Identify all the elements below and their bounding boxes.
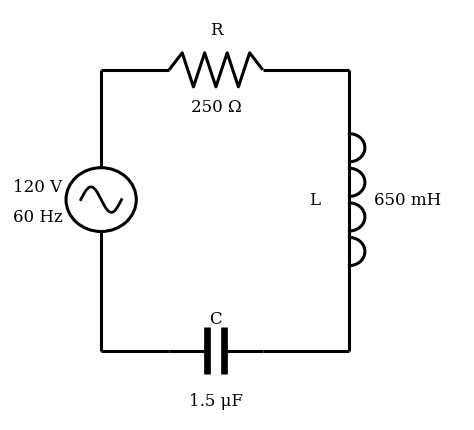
Text: C: C [210, 310, 222, 328]
Text: L: L [309, 192, 320, 209]
Text: 250 Ω: 250 Ω [191, 98, 241, 115]
Text: 650 mH: 650 mH [374, 192, 442, 209]
Text: R: R [210, 22, 222, 39]
Text: 120 V: 120 V [13, 179, 63, 196]
Text: 1.5 μF: 1.5 μF [189, 393, 243, 409]
Text: 60 Hz: 60 Hz [13, 209, 63, 226]
